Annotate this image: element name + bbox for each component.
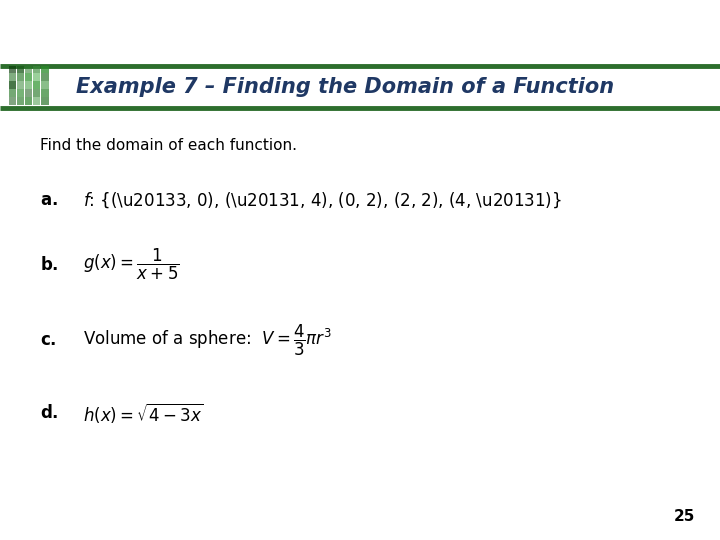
Bar bbox=[25, 73, 32, 81]
Text: $\mathbf{d.}$: $\mathbf{d.}$ bbox=[40, 404, 58, 422]
Bar bbox=[25, 90, 32, 97]
Text: $\mathbf{c.}$: $\mathbf{c.}$ bbox=[40, 331, 56, 349]
Bar bbox=[41, 90, 48, 97]
Bar bbox=[41, 97, 48, 105]
Bar bbox=[41, 73, 48, 81]
Bar bbox=[33, 82, 40, 89]
Bar bbox=[17, 97, 24, 105]
Text: $g(x) = \dfrac{1}{x + 5}$: $g(x) = \dfrac{1}{x + 5}$ bbox=[83, 247, 179, 282]
Bar bbox=[9, 65, 16, 73]
Bar bbox=[33, 97, 40, 105]
Text: $h(x) = \sqrt{4 - 3x}$: $h(x) = \sqrt{4 - 3x}$ bbox=[83, 401, 204, 425]
Text: Example 7 – Finding the Domain of a Function: Example 7 – Finding the Domain of a Func… bbox=[76, 77, 613, 97]
Bar bbox=[9, 97, 16, 105]
Bar bbox=[17, 82, 24, 89]
Bar bbox=[17, 73, 24, 81]
Bar bbox=[41, 82, 48, 89]
Text: $f$: {(\u20133, 0), (\u20131, 4), (0, 2), (2, 2), (4, \u20131)}: $f$: {(\u20133, 0), (\u20131, 4), (0, 2)… bbox=[83, 190, 562, 210]
Text: Volume of a sphere:  $V = \dfrac{4}{3}\pi r^{3}$: Volume of a sphere: $V = \dfrac{4}{3}\pi… bbox=[83, 322, 332, 358]
Text: $\mathbf{a.}$: $\mathbf{a.}$ bbox=[40, 191, 58, 209]
Bar bbox=[17, 90, 24, 97]
Bar bbox=[33, 90, 40, 97]
Bar bbox=[33, 65, 40, 73]
Text: $\mathbf{b.}$: $\mathbf{b.}$ bbox=[40, 255, 58, 274]
Bar bbox=[9, 73, 16, 81]
Bar bbox=[25, 65, 32, 73]
Bar bbox=[9, 82, 16, 89]
Text: 25: 25 bbox=[673, 509, 695, 524]
Bar bbox=[25, 82, 32, 89]
Bar bbox=[17, 65, 24, 73]
Bar bbox=[41, 65, 48, 73]
Bar bbox=[25, 97, 32, 105]
Bar bbox=[9, 90, 16, 97]
Text: Find the domain of each function.: Find the domain of each function. bbox=[40, 138, 297, 153]
Bar bbox=[33, 73, 40, 81]
